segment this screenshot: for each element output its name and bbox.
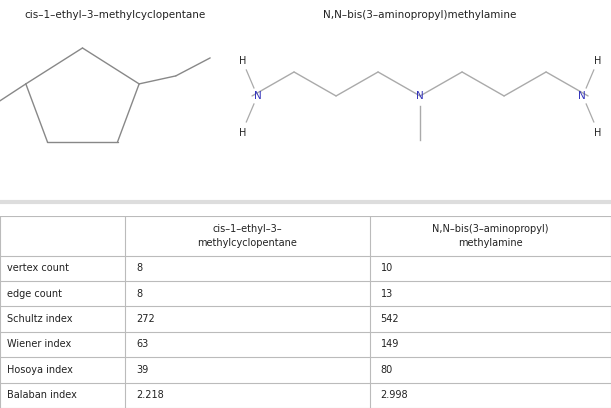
Text: 2.218: 2.218 — [136, 390, 164, 400]
Text: 8: 8 — [136, 289, 142, 299]
Text: N: N — [579, 91, 586, 101]
Text: H: H — [239, 56, 246, 66]
Text: 542: 542 — [381, 314, 399, 324]
Text: H: H — [239, 128, 246, 138]
Text: 8: 8 — [136, 263, 142, 273]
Text: 80: 80 — [381, 365, 393, 375]
Text: 272: 272 — [136, 314, 155, 324]
Text: 13: 13 — [381, 289, 393, 299]
Text: 63: 63 — [136, 339, 148, 350]
Text: N,N–bis(3–aminopropyl)methylamine: N,N–bis(3–aminopropyl)methylamine — [323, 10, 517, 20]
Text: 2.998: 2.998 — [381, 390, 408, 400]
Text: H: H — [594, 56, 601, 66]
Text: N: N — [416, 91, 424, 101]
Text: Schultz index: Schultz index — [7, 314, 73, 324]
Text: edge count: edge count — [7, 289, 62, 299]
Text: cis–1–ethyl–3–methylcyclopentane: cis–1–ethyl–3–methylcyclopentane — [24, 10, 205, 20]
Text: 10: 10 — [381, 263, 393, 273]
Text: vertex count: vertex count — [7, 263, 69, 273]
Text: N: N — [254, 91, 262, 101]
Text: N,N–bis(3–aminopropyl)
methylamine: N,N–bis(3–aminopropyl) methylamine — [432, 224, 549, 248]
Text: 39: 39 — [136, 365, 148, 375]
Text: Balaban index: Balaban index — [7, 390, 77, 400]
Text: cis–1–ethyl–3–
methylcyclopentane: cis–1–ethyl–3– methylcyclopentane — [197, 224, 298, 248]
Text: Wiener index: Wiener index — [7, 339, 71, 350]
Text: H: H — [594, 128, 601, 138]
Text: 149: 149 — [381, 339, 399, 350]
Text: Hosoya index: Hosoya index — [7, 365, 73, 375]
